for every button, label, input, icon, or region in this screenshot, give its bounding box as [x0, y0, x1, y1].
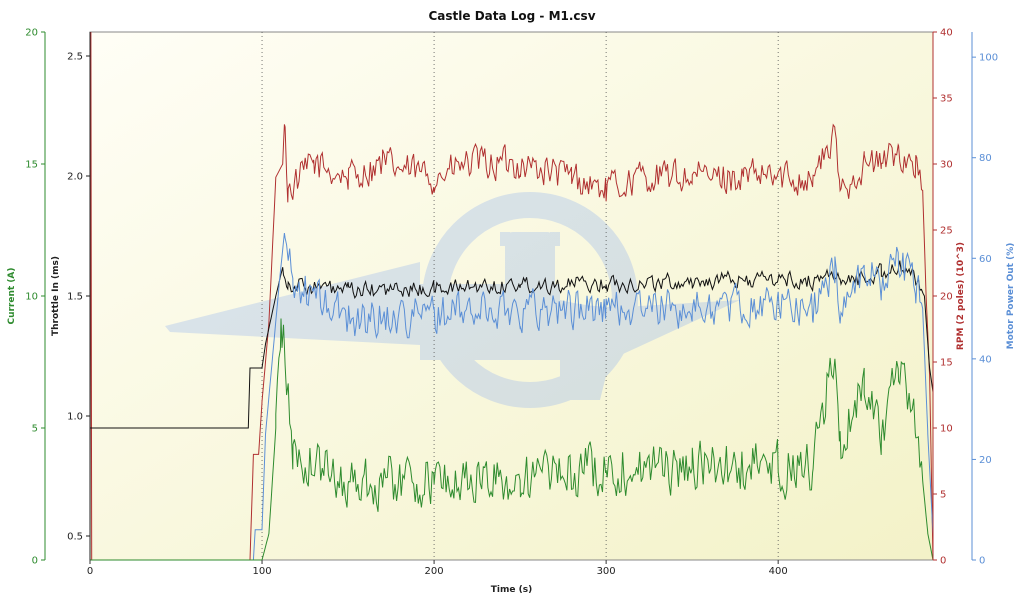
series-layer [89, 31, 934, 561]
rpm-tick-label: 10 [940, 424, 953, 435]
x-tick-label: 100 [252, 566, 271, 577]
power-tick-label: 60 [979, 254, 992, 265]
x-tick-label: 200 [425, 566, 444, 577]
current-axis-label: Current (A) [7, 267, 17, 324]
throttle-tick-label: 1.5 [67, 292, 83, 303]
rpm-tick-label: 0 [940, 556, 946, 567]
throttle-tick-label: 1.0 [67, 412, 83, 423]
plot-area [89, 31, 934, 561]
throttle-tick-label: 2.5 [67, 52, 83, 63]
throttle-tick-label: 2.0 [67, 172, 83, 183]
power-tick-label: 0 [979, 556, 985, 567]
current-tick-label: 15 [25, 160, 38, 171]
throttle-axis-label: Throttle In (ms) [51, 256, 61, 336]
power-tick-label: 40 [979, 354, 992, 365]
current-tick-label: 20 [25, 28, 38, 39]
power-tick-label: 100 [979, 53, 998, 64]
rpm-axis-label: RPM (2 poles) (10^3) [956, 242, 966, 350]
rpm-tick-label: 35 [940, 94, 953, 105]
current-tick-label: 0 [32, 556, 38, 567]
power-tick-label: 20 [979, 455, 992, 466]
x-axis-label: Time (s) [491, 585, 532, 595]
rpm-tick-label: 15 [940, 358, 953, 369]
x-tick-label: 0 [87, 566, 93, 577]
x-tick-label: 400 [769, 566, 788, 577]
throttle-tick-label: 0.5 [67, 532, 83, 543]
power-tick-label: 80 [979, 153, 992, 164]
rpm-tick-label: 40 [940, 28, 953, 39]
current-tick-label: 5 [32, 424, 38, 435]
current-series-line [90, 318, 934, 561]
rpm-tick-label: 5 [940, 490, 946, 501]
power-axis-label: Motor Power Out (%) [1006, 243, 1016, 350]
current-tick-label: 10 [25, 292, 38, 303]
rpm-tick-label: 25 [940, 226, 953, 237]
x-tick-label: 300 [597, 566, 616, 577]
rpm-tick-label: 20 [940, 292, 953, 303]
chart-title: Castle Data Log - M1.csv [428, 9, 595, 23]
rpm-tick-label: 30 [940, 160, 953, 171]
throttle-series-line [90, 260, 934, 429]
